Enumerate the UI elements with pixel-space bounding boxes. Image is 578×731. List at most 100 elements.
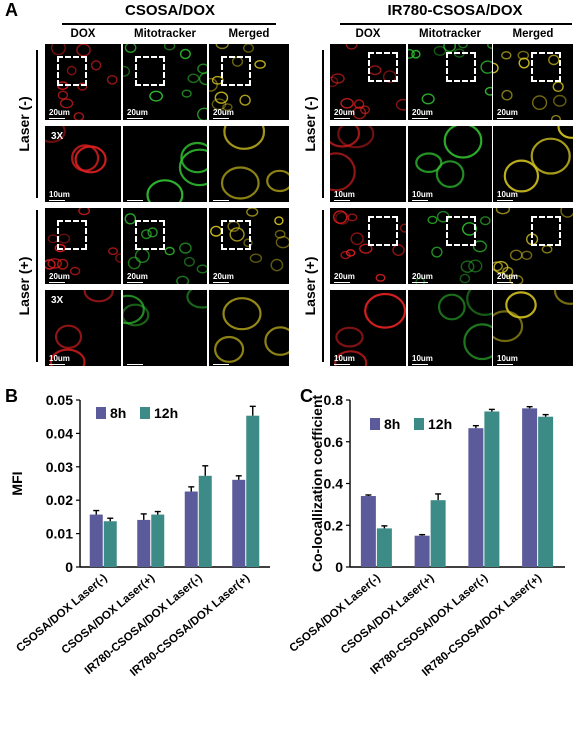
roi-box (446, 52, 476, 82)
bar-8h-1 (137, 519, 151, 567)
group-1-row-2-label: Laser (+) (16, 256, 32, 316)
micrograph-mito (123, 290, 207, 366)
legend-label-12h: 12h (428, 416, 452, 432)
chart-mfi: MFI 0 0.01 0.02 0.03 0.04 0.05 CSOSA/DOX Laser(… (9, 392, 270, 679)
roi-box (221, 220, 251, 250)
x-tick-label: CSOSA/DOX Laser(-) (290, 572, 383, 655)
y-tick-label: 0.03 (46, 459, 73, 475)
roi-box (57, 56, 87, 86)
bar-12h-0 (103, 521, 117, 567)
x-tick-label: CSOSA/DOX Laser(-) (14, 572, 109, 655)
group-2-underline (340, 23, 572, 25)
micrograph-mito: 10um (408, 126, 492, 202)
micrograph-dox: 10um (330, 290, 406, 366)
scale-bar-label: 10um (49, 190, 70, 199)
scale-bar-label: 20um (213, 272, 234, 281)
micrograph-mito: 10um (408, 290, 492, 366)
chart-colocalization: Co-locallization coefficient 0 0.2 0.4 0.6 0.… (290, 392, 565, 679)
bar-8h-0 (89, 514, 103, 567)
bar-12h-2 (484, 411, 500, 567)
y-tick-label: 0.4 (324, 476, 344, 492)
bar-12h-2 (198, 475, 212, 567)
micrograph-mito: 20um (123, 44, 207, 120)
x-tick-label: CSOSA/DOX Laser(+) (60, 572, 158, 657)
panel-b-letter: B (5, 386, 18, 406)
bar-8h-3 (522, 408, 538, 567)
y-tick-label: 0 (335, 559, 343, 575)
scale-bar-label: 20um (213, 108, 234, 117)
bar-8h-2 (184, 491, 198, 567)
scale-bar-label: 20um (127, 272, 148, 281)
bar-8h-3 (232, 479, 246, 567)
micrograph-merged (209, 290, 289, 366)
legend-swatch-8h (370, 418, 380, 430)
group-1-col-dox: DOX (70, 28, 96, 40)
y-axis-label: MFI (9, 471, 25, 495)
roi-box (57, 220, 87, 250)
bar-8h-1 (414, 535, 430, 567)
scale-bar-label: 20um (127, 108, 148, 117)
micrograph-dox: 20um (45, 44, 121, 120)
micrograph-mito: 20um (408, 208, 492, 284)
y-tick-label: 0 (65, 559, 73, 575)
magnification-label: 3X (51, 131, 64, 142)
x-tick-label: CSOSA/DOX Laser(+) (339, 572, 437, 657)
panel-c-letter: C (300, 386, 313, 406)
micrograph-merged: 20um (209, 44, 289, 120)
group-1-row-1-bracket (36, 50, 38, 198)
roi-box (368, 216, 398, 246)
micrograph-mito: 20um (408, 44, 492, 120)
group-2-row-2-bracket (322, 210, 324, 362)
group-1-col-merged: Merged (228, 28, 270, 40)
scale-bar-label: 10um (412, 354, 433, 363)
y-tick-label: 0.02 (46, 492, 73, 508)
group-2-row-2-label: Laser (+) (302, 256, 318, 316)
micrograph-merged (209, 126, 289, 202)
scale-bar-label: 10um (334, 354, 355, 363)
bar-8h-2 (468, 428, 484, 567)
bar-12h-1 (430, 500, 446, 567)
roi-box (531, 216, 561, 246)
scale-bar-label: 10um (412, 190, 433, 199)
scale-bar-label: 20um (412, 272, 433, 281)
group-2-col-merged: Merged (512, 28, 554, 40)
legend-label-8h: 8h (384, 416, 400, 432)
micrograph-dox: 10um 3X (45, 126, 121, 202)
bar-12h-1 (151, 514, 165, 567)
micrograph-merged: 20um (493, 44, 573, 120)
group-1-title: CSOSA/DOX (124, 2, 215, 19)
roi-box (135, 56, 165, 86)
group-2-title: IR780-CSOSA/DOX (387, 2, 523, 19)
bar-12h-3 (538, 416, 554, 567)
group-1-row-2-bracket (36, 210, 38, 362)
micrograph-dox: 20um (330, 44, 406, 120)
y-axis-label: Co-locallization coefficient (309, 394, 325, 572)
y-tick-label: 0.05 (46, 392, 73, 408)
scale-bar-label: 10um (334, 190, 355, 199)
micrograph-dox: 10um 3X (45, 290, 121, 366)
y-tick-label: 0.6 (324, 434, 344, 450)
legend-swatch-12h (414, 418, 424, 430)
micrograph-dox: 20um (45, 208, 121, 284)
roi-box (368, 52, 398, 82)
legend-label-8h: 8h (110, 405, 126, 421)
legend-swatch-12h (140, 407, 150, 419)
scale-bar-label: 10um (497, 354, 518, 363)
y-tick-label: 0.2 (324, 517, 344, 533)
bar-8h-0 (360, 496, 376, 567)
group-2-row-1-bracket (322, 50, 324, 198)
scale-bar-label: 20um (334, 272, 355, 281)
magnification-label: 3X (51, 295, 64, 306)
micrograph-mito: 20um (123, 208, 207, 284)
group-1-row-1-label: Laser (-) (16, 96, 32, 152)
group-2-col-mito: Mitotracker (419, 28, 481, 40)
roi-box (221, 56, 251, 86)
micrograph-merged: 20um (493, 208, 573, 284)
legend-swatch-8h (96, 407, 106, 419)
scale-bar-label: 20um (49, 108, 70, 117)
legend-label-12h: 12h (154, 405, 178, 421)
micrograph-mito (123, 126, 207, 202)
micrograph-dox: 20um (330, 208, 406, 284)
scale-bar-label: 10um (497, 190, 518, 199)
bar-12h-3 (246, 415, 260, 567)
